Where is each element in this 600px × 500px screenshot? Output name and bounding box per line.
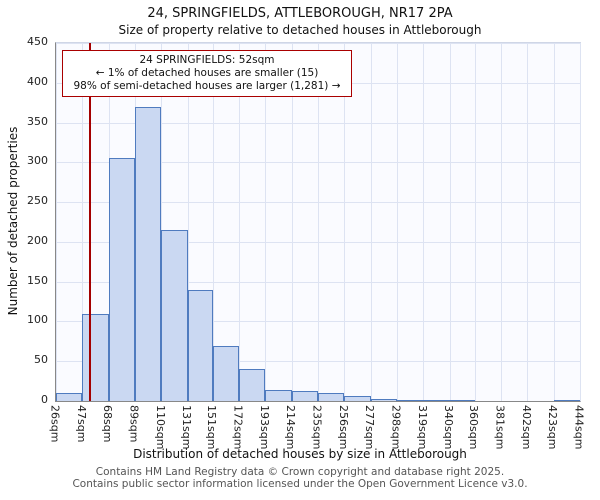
histogram-bar	[344, 396, 371, 401]
x-tick-label: 235sqm	[310, 405, 324, 450]
x-tick-label: 172sqm	[231, 405, 245, 450]
v-gridline	[553, 43, 555, 401]
histogram-bar	[108, 158, 135, 401]
v-gridline	[291, 43, 293, 401]
y-tick-label: 400	[27, 74, 48, 88]
v-gridline	[318, 43, 319, 401]
v-gridline	[212, 43, 214, 401]
footer-line-1: Contains HM Land Registry data © Crown c…	[95, 466, 505, 478]
y-tick-label: 450	[27, 35, 48, 48]
y-tick-label: 200	[27, 233, 48, 247]
x-tick-label: 360sqm	[467, 405, 481, 450]
y-tick-label: 250	[27, 194, 48, 208]
histogram-bar	[423, 400, 450, 401]
y-tick-label: 300	[27, 154, 48, 168]
v-gridline	[474, 43, 476, 401]
v-gridline	[501, 43, 503, 401]
property-marker-line	[88, 43, 91, 401]
v-gridline	[449, 43, 451, 401]
v-gridline	[265, 43, 267, 401]
x-tick-label: 423sqm	[546, 405, 560, 450]
histogram-bar	[291, 390, 318, 401]
x-tick-label: 340sqm	[442, 405, 456, 450]
histogram-bar	[134, 107, 162, 401]
histogram-bar	[396, 400, 424, 401]
y-tick-label: 0	[41, 393, 48, 406]
v-gridline	[580, 43, 581, 401]
v-gridline	[82, 43, 84, 401]
v-gridline	[344, 43, 346, 401]
histogram-bar	[56, 393, 83, 401]
x-tick-label: 131sqm	[180, 405, 194, 450]
histogram-bar	[239, 369, 266, 401]
histogram-bar	[161, 229, 188, 401]
x-tick-label: 256sqm	[336, 405, 350, 450]
footer-line-2: Contains public sector information licen…	[72, 478, 528, 490]
plot-area: 24 SPRINGFIELDS: 52sqm ← 1% of detached …	[55, 42, 581, 402]
v-gridline	[527, 43, 529, 401]
histogram-bar	[370, 399, 397, 401]
x-tick-label: 402sqm	[519, 405, 533, 450]
x-tick-label: 214sqm	[284, 405, 298, 450]
x-tick-label: 151sqm	[205, 405, 219, 450]
chart-title: 24, SPRINGFIELDS, ATTLEBOROUGH, NR17 2PA	[147, 6, 453, 21]
x-tick-label: 298sqm	[389, 405, 403, 450]
v-gridline	[161, 43, 163, 401]
annotation-line-2: ← 1% of detached houses are smaller (15)	[95, 67, 319, 79]
histogram-bar	[318, 393, 345, 401]
v-gridline	[396, 43, 398, 401]
histogram-bar	[82, 313, 109, 401]
x-tick-label: 110sqm	[153, 405, 167, 450]
v-gridline	[56, 43, 57, 401]
x-tick-label: 193sqm	[257, 405, 271, 450]
x-tick-label: 319sqm	[415, 405, 429, 450]
y-tick-label: 100	[27, 313, 48, 327]
x-tick-label: 26sqm	[48, 405, 62, 443]
v-gridline	[423, 43, 425, 401]
chart-subtitle: Size of property relative to detached ho…	[118, 23, 482, 37]
x-tick-label: 89sqm	[127, 405, 141, 443]
histogram-bar	[449, 400, 475, 401]
x-tick-label: 444sqm	[572, 405, 586, 450]
histogram-bar	[212, 346, 239, 401]
y-tick-label: 150	[27, 273, 48, 287]
histogram-bar	[265, 389, 292, 401]
v-gridline	[187, 43, 189, 401]
annotation-line-3: 98% of semi-detached houses are larger (…	[73, 80, 341, 92]
v-gridline	[370, 43, 372, 401]
y-tick-label: 50	[34, 353, 48, 367]
annotation-box: 24 SPRINGFIELDS: 52sqm ← 1% of detached …	[62, 50, 352, 97]
x-tick-label: 381sqm	[493, 405, 507, 450]
v-gridline	[239, 43, 241, 401]
histogram-bar	[187, 290, 213, 401]
x-tick-label: 68sqm	[101, 405, 115, 443]
histogram-bar	[553, 400, 580, 401]
x-tick-label: 47sqm	[74, 405, 88, 443]
x-axis-label: Distribution of detached houses by size …	[133, 447, 467, 461]
x-tick-label: 277sqm	[363, 405, 377, 450]
attribution-footer: Contains HM Land Registry data © Crown c…	[0, 466, 600, 490]
y-tick-label: 350	[27, 114, 48, 128]
annotation-line-1: 24 SPRINGFIELDS: 52sqm	[139, 54, 275, 66]
